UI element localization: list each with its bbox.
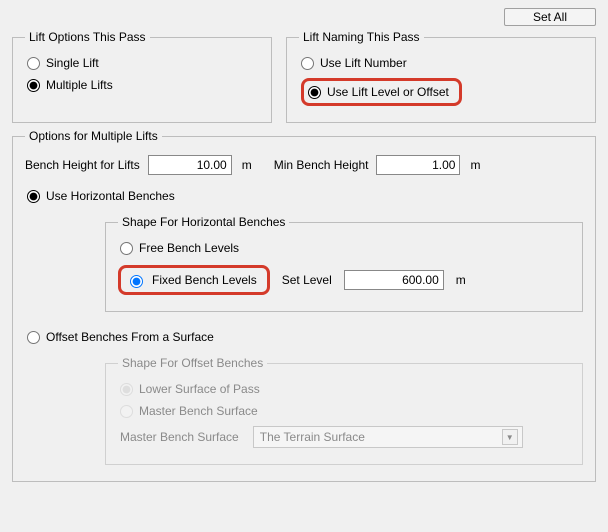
use-lift-level-radio[interactable] (308, 86, 321, 99)
offset-benches-option[interactable]: Offset Benches From a Surface (25, 326, 583, 348)
lift-naming-group: Lift Naming This Pass Use Lift Number Us… (286, 30, 596, 123)
single-lift-radio[interactable] (27, 57, 40, 70)
lift-options-legend: Lift Options This Pass (25, 30, 150, 44)
fixed-bench-levels-radio[interactable] (130, 275, 143, 288)
set-level-unit: m (456, 273, 466, 287)
use-lift-level-highlight: Use Lift Level or Offset (301, 78, 462, 106)
lift-naming-legend: Lift Naming This Pass (299, 30, 424, 44)
single-lift-option[interactable]: Single Lift (25, 52, 259, 74)
master-bench-surface-label: Master Bench Surface (120, 430, 239, 444)
master-bench-surface-select-value: The Terrain Surface (260, 430, 365, 444)
min-bench-input[interactable] (376, 155, 460, 175)
bench-height-label: Bench Height for Lifts (25, 158, 140, 172)
options-multiple-lifts-group: Options for Multiple Lifts Bench Height … (12, 129, 596, 482)
free-bench-levels-label: Free Bench Levels (139, 241, 239, 255)
use-lift-number-option[interactable]: Use Lift Number (299, 52, 583, 74)
multiple-lifts-label: Multiple Lifts (46, 78, 113, 92)
lower-surface-label: Lower Surface of Pass (139, 382, 260, 396)
multiple-lifts-option[interactable]: Multiple Lifts (25, 74, 259, 96)
use-lift-level-label: Use Lift Level or Offset (327, 85, 449, 99)
master-bench-surface-radio-label: Master Bench Surface (139, 404, 258, 418)
multiple-lifts-radio[interactable] (27, 79, 40, 92)
lift-options-group: Lift Options This Pass Single Lift Multi… (12, 30, 272, 123)
fixed-bench-levels-highlight: Fixed Bench Levels (118, 265, 270, 295)
chevron-down-icon: ▼ (502, 429, 518, 445)
offset-benches-label: Offset Benches From a Surface (46, 330, 214, 344)
shape-horizontal-benches-legend: Shape For Horizontal Benches (118, 215, 289, 229)
set-all-button[interactable]: Set All (504, 8, 596, 26)
fixed-bench-levels-label: Fixed Bench Levels (152, 273, 257, 287)
master-bench-surface-select: The Terrain Surface ▼ (253, 426, 523, 448)
free-bench-levels-option[interactable]: Free Bench Levels (118, 237, 570, 259)
single-lift-label: Single Lift (46, 56, 99, 70)
shape-offset-benches-group: Shape For Offset Benches Lower Surface o… (105, 356, 583, 465)
use-horizontal-benches-option[interactable]: Use Horizontal Benches (25, 185, 583, 207)
use-lift-number-label: Use Lift Number (320, 56, 407, 70)
bench-height-unit: m (240, 158, 266, 172)
offset-benches-radio[interactable] (27, 331, 40, 344)
min-bench-label: Min Bench Height (274, 158, 369, 172)
set-level-input[interactable] (344, 270, 444, 290)
use-lift-number-radio[interactable] (301, 57, 314, 70)
master-bench-surface-option: Master Bench Surface (118, 400, 570, 422)
bench-height-input[interactable] (148, 155, 232, 175)
use-horizontal-benches-radio[interactable] (27, 190, 40, 203)
shape-horizontal-benches-group: Shape For Horizontal Benches Free Bench … (105, 215, 583, 312)
master-bench-surface-radio (120, 405, 133, 418)
lower-surface-radio (120, 383, 133, 396)
set-level-label: Set Level (282, 273, 332, 287)
options-multiple-lifts-legend: Options for Multiple Lifts (25, 129, 162, 143)
min-bench-unit: m (468, 158, 494, 172)
lower-surface-option: Lower Surface of Pass (118, 378, 570, 400)
free-bench-levels-radio[interactable] (120, 242, 133, 255)
use-horizontal-benches-label: Use Horizontal Benches (46, 189, 175, 203)
shape-offset-benches-legend: Shape For Offset Benches (118, 356, 267, 370)
